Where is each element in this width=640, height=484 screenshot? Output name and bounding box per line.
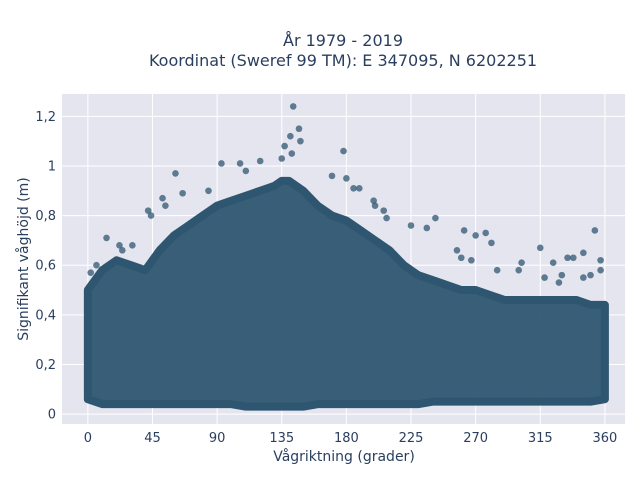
scatter-point	[432, 214, 439, 222]
scatter-point	[407, 222, 415, 229]
y-tick-labels: 0 0,2 0,4 0,6 0,8 1 1,2	[35, 110, 56, 423]
scatter-point	[129, 242, 136, 249]
scatter-point	[278, 155, 286, 162]
point-cloud	[83, 176, 609, 411]
x-tick-labels: 0 45 90 135 180 225 270 315 360	[84, 431, 618, 446]
scatter-point	[159, 194, 166, 202]
scatter-point	[482, 229, 489, 237]
scatter-point	[172, 170, 179, 177]
scatter-point	[468, 256, 475, 264]
scatter-point	[564, 254, 571, 262]
y-tick-label: 0	[48, 408, 56, 423]
scatter-point	[457, 254, 465, 262]
scatter-point	[350, 184, 357, 192]
x-tick-label: 45	[144, 431, 161, 446]
scatter-point	[460, 227, 468, 234]
scatter-point	[256, 157, 264, 165]
scatter-point	[580, 249, 587, 257]
x-axis-title: Vågriktning (grader)	[273, 448, 415, 465]
scatter-point	[597, 266, 604, 274]
scatter-point	[93, 261, 100, 269]
scatter-point	[205, 187, 212, 195]
scatter-point	[549, 259, 557, 267]
scatter-point	[558, 271, 566, 279]
scatter-point	[488, 239, 495, 247]
scatter-point	[541, 274, 548, 281]
scatter-point	[328, 172, 336, 180]
scatter-point	[380, 207, 388, 214]
scatter-point	[179, 189, 186, 197]
scatter-point	[162, 202, 169, 209]
y-tick-label: 1,2	[35, 110, 56, 125]
scatter-point	[597, 256, 604, 264]
scatter-point	[87, 269, 95, 276]
scatter-point	[147, 212, 155, 219]
y-tick-label: 0,4	[35, 308, 56, 323]
scatter-point	[236, 160, 244, 167]
scatter-point	[119, 247, 126, 254]
x-tick-label: 180	[334, 431, 359, 446]
y-tick-label: 0,6	[35, 259, 56, 274]
y-tick-label: 1	[48, 159, 56, 174]
scatter-point	[103, 234, 110, 242]
scatter-point	[242, 167, 250, 175]
scatter-point	[423, 224, 431, 232]
scatter-point	[453, 247, 461, 254]
scatter-points	[87, 103, 604, 286]
scatter-point	[515, 266, 523, 274]
scatter-point	[218, 160, 225, 167]
scatter-point	[343, 175, 350, 182]
scatter-point	[116, 242, 123, 249]
scatter-point	[340, 147, 347, 155]
scatter-point	[536, 244, 544, 252]
y-tick-label: 0,2	[35, 358, 56, 373]
x-tick-label: 90	[209, 431, 226, 446]
scatter-point	[580, 274, 587, 281]
x-tick-label: 360	[592, 431, 617, 446]
y-axis-title: Signifikant våghöjd (m)	[15, 177, 32, 340]
x-tick-label: 135	[269, 431, 294, 446]
y-tick-label: 0,8	[35, 209, 56, 224]
scatter-point	[371, 202, 379, 209]
scatter-point	[289, 103, 297, 110]
scatter-point	[518, 259, 525, 267]
chart-title-line2: Koordinat (Sweref 99 TM): E 347095, N 62…	[149, 51, 537, 70]
scatter-point	[288, 150, 296, 157]
scatter-point	[297, 137, 304, 145]
dense-point-region	[83, 176, 609, 411]
x-tick-label: 0	[84, 431, 92, 446]
x-tick-label: 225	[399, 431, 424, 446]
scatter-point	[295, 125, 303, 133]
scatter-point	[591, 227, 599, 234]
scatter-point	[569, 254, 577, 262]
x-tick-label: 315	[528, 431, 553, 446]
x-tick-label: 270	[463, 431, 488, 446]
scatter-point	[287, 132, 294, 140]
scatter-point	[555, 279, 563, 286]
chart-title-line1: År 1979 - 2019	[283, 31, 403, 50]
scatter-point	[355, 184, 363, 192]
scatter-point	[370, 197, 377, 204]
scatter-point	[587, 271, 594, 279]
scatter-point	[472, 232, 479, 239]
scatter-point	[281, 142, 288, 150]
scatter-point	[493, 266, 501, 274]
scatter-point	[383, 214, 390, 222]
scatter-point	[144, 207, 152, 214]
